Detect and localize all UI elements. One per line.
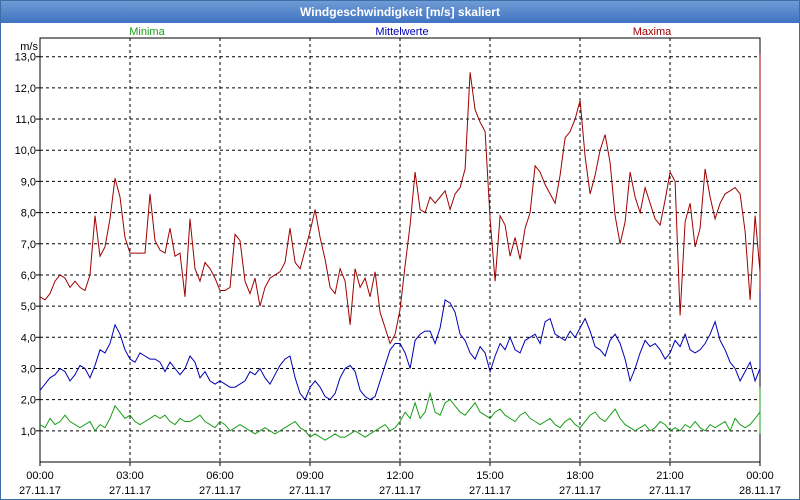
x-tick-date: 27.11.17: [559, 485, 601, 497]
y-tick-label: 6,0: [21, 270, 36, 282]
y-tick-label: 3,0: [21, 363, 36, 375]
x-tick-time: 00:00: [746, 470, 774, 482]
x-tick-time: 03:00: [116, 470, 144, 482]
legend-maxima: Maxima: [633, 26, 672, 38]
x-tick-date: 27.11.17: [469, 485, 511, 497]
x-tick-time: 06:00: [206, 470, 234, 482]
series-lines: [39, 53, 761, 441]
x-tick-date: 27.11.17: [109, 485, 151, 497]
x-tick-date: 27.11.17: [289, 485, 331, 497]
series-line-minima: [39, 387, 761, 441]
y-tick-label: 9,0: [21, 176, 36, 188]
x-tick-date: 27.11.17: [649, 485, 691, 497]
y-tick-label: 7,0: [21, 239, 36, 251]
y-tick-label: 2,0: [21, 395, 36, 407]
y-tick-label: 5,0: [21, 301, 36, 313]
y-axis: 1,0 2,0 3,0 4,0 5,0 6,0 7,0 8,0 9,0 10,0 11,0 12,0 1…: [15, 52, 40, 438]
series-line-mittelwerte: [39, 287, 761, 401]
x-tick-time: 21:00: [656, 470, 684, 482]
x-tick-date: 28.11.17: [739, 485, 781, 497]
y-axis-label: m/s: [20, 41, 38, 53]
x-axis: 00:00 27.11.17 03:00 27.11.17 06:00 27.11.17 0…: [19, 462, 781, 497]
x-tick-date: 27.11.17: [379, 485, 421, 497]
x-tick-time: 15:00: [476, 470, 504, 482]
x-tick-time: 09:00: [296, 470, 324, 482]
series-line-maxima: [39, 53, 761, 345]
x-tick-time: 18:00: [566, 470, 594, 482]
x-tick-time: 00:00: [26, 470, 54, 482]
x-tick-date: 27.11.17: [19, 485, 61, 497]
legend-minima: Minima: [129, 26, 165, 38]
y-tick-label: 8,0: [21, 208, 36, 220]
x-tick-date: 27.11.17: [199, 485, 241, 497]
y-tick-label: 1,0: [21, 426, 36, 438]
legend-mittelwerte: Mittelwerte: [375, 26, 428, 38]
grid-lines: [40, 38, 760, 462]
y-tick-label: 12,0: [15, 83, 36, 95]
y-tick-label: 11,0: [15, 114, 36, 126]
y-tick-label: 4,0: [21, 332, 36, 344]
y-tick-label: 13,0: [15, 52, 36, 64]
y-tick-label: 10,0: [15, 145, 36, 157]
chart-title: Windgeschwindigkeit [m/s] skaliert: [1, 1, 799, 23]
x-tick-time: 12:00: [386, 470, 414, 482]
